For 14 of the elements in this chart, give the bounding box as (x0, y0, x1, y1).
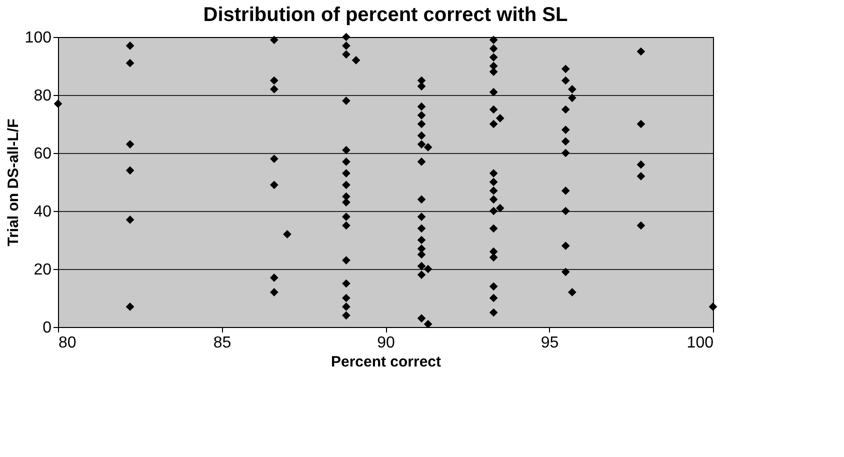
y-tick-label: 100 (24, 30, 52, 46)
x-tick-label: 90 (377, 334, 395, 352)
x-tick-label: 85 (213, 334, 232, 352)
x-tick-label: 80 (58, 334, 76, 352)
x-axis-title: Percent correct (330, 354, 442, 370)
chart-title: Distribution of percent correct with SL (203, 4, 568, 26)
x-tick-label: 100 (686, 334, 714, 352)
x-tick-label: 95 (540, 334, 559, 352)
y-axis-title: Trial on DS-all-L/F (4, 118, 22, 246)
y-tick-label: 40 (34, 204, 52, 220)
y-tick-label: 60 (34, 146, 52, 162)
y-tick-label: 20 (34, 262, 52, 278)
y-tick-label: 80 (34, 88, 52, 104)
y-tick-label: 0 (42, 320, 52, 336)
